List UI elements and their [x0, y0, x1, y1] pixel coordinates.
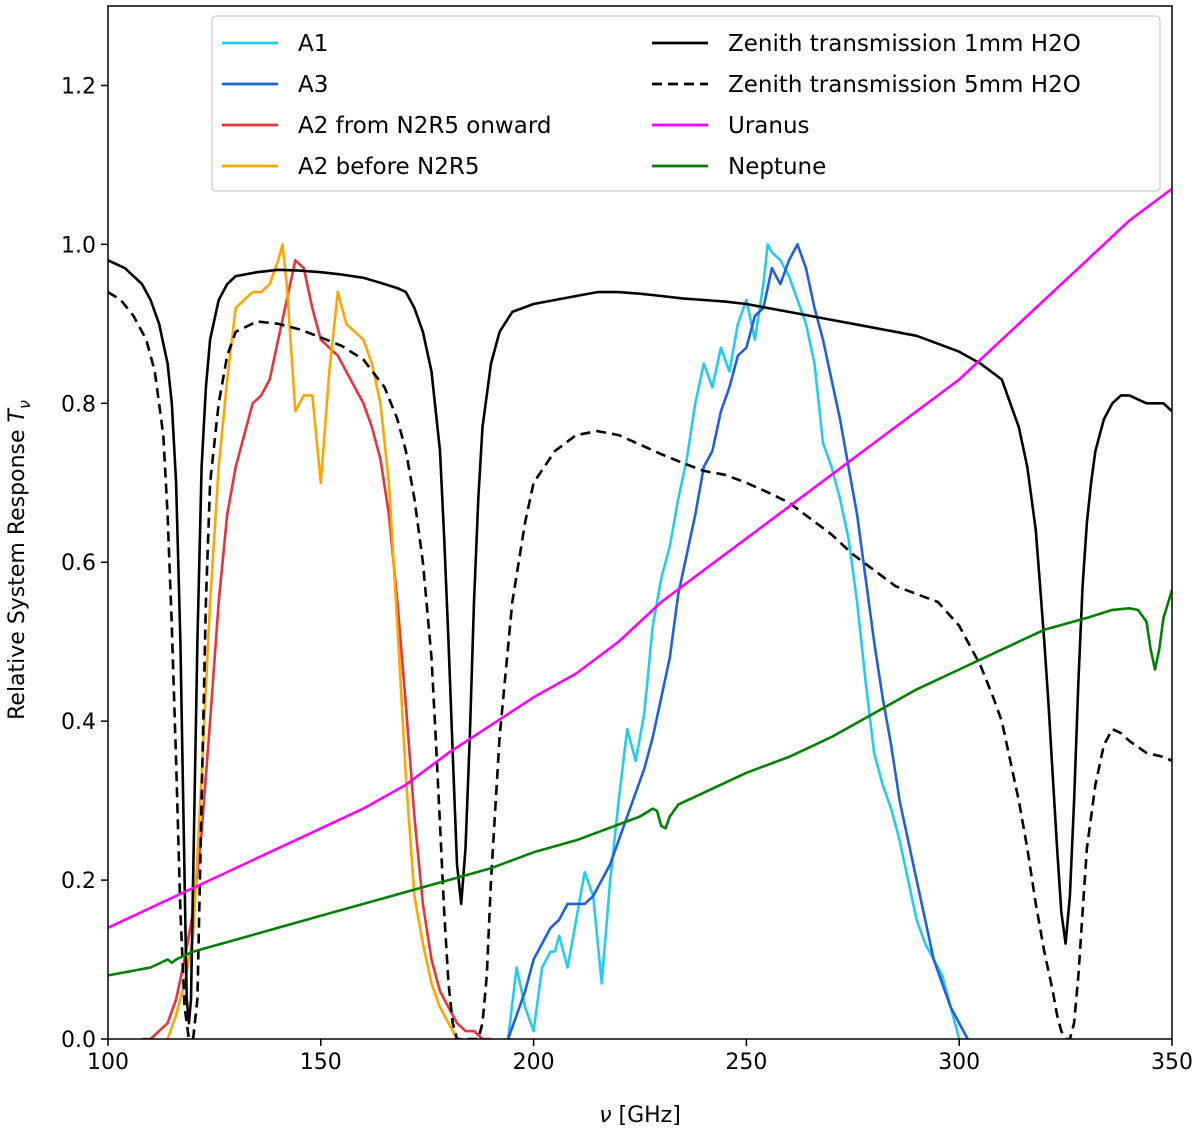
y-tick-label: 0.8 [61, 392, 96, 417]
y-tick-label: 0.0 [61, 1028, 96, 1053]
x-tick-label: 350 [1151, 1050, 1193, 1075]
legend-label: A1 [298, 31, 328, 57]
plot-lines [108, 187, 1172, 1039]
plot-frame [107, 5, 1173, 1040]
series-line-1 [506, 243, 969, 1039]
x-axis-label: ν [GHz] [599, 1103, 681, 1128]
y-tick-label: 0.4 [61, 710, 96, 735]
legend: A1 A3 A2 from N2R5 onward A2 before N2R5 Zen… [211, 15, 1161, 192]
legend-label: Neptune [728, 154, 826, 180]
legend-label: Zenith transmission 1mm H2O [728, 31, 1081, 57]
y-axis-label: Relative System Response Tν [5, 400, 34, 720]
series-line-0 [506, 243, 961, 1039]
legend-label: A3 [298, 72, 328, 98]
legend-box [211, 15, 1161, 192]
legend-label: Zenith transmission 5mm H2O [728, 72, 1081, 98]
series-line-3 [166, 243, 459, 1039]
x-tick-label: 150 [300, 1050, 342, 1075]
x-tick-label: 300 [938, 1050, 980, 1075]
y-tick-label: 0.6 [61, 551, 96, 576]
series-line-6 [108, 187, 1172, 929]
legend-label: A2 from N2R5 onward [298, 113, 551, 139]
x-tick-label: 250 [725, 1050, 767, 1075]
y-tick-label: 1.2 [61, 74, 96, 99]
x-tick-label: 200 [513, 1050, 555, 1075]
y-tick-label: 0.2 [61, 869, 96, 894]
axis-ticks: 100 150 200 250 300 350 0.0 0.2 0.4 0.6 0.8 1.0 1.2 [61, 74, 1193, 1075]
series-line-7 [108, 589, 1172, 977]
legend-label: A2 before N2R5 [298, 154, 479, 180]
x-tick-label: 100 [87, 1050, 129, 1075]
legend-label: Uranus [728, 113, 810, 139]
series-line-5 [108, 290, 1172, 1039]
series-line-4 [108, 259, 1172, 1025]
y-tick-label: 1.0 [61, 233, 96, 258]
